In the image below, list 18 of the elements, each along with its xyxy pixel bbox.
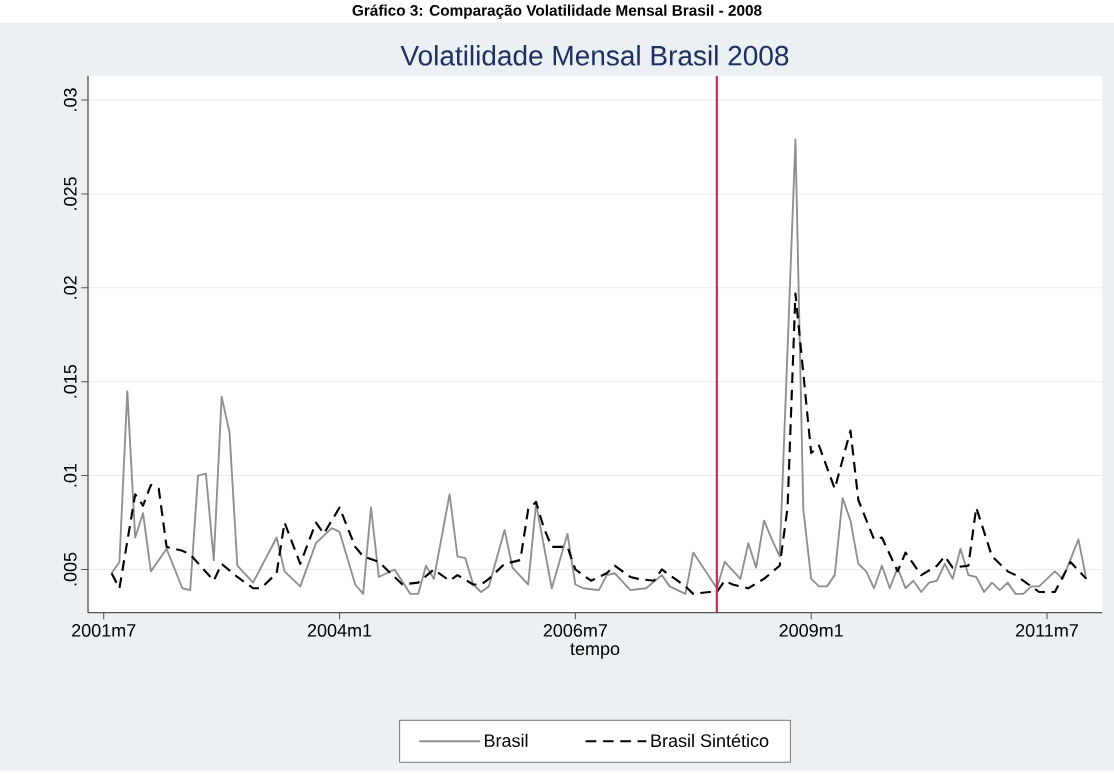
line-series	[110, 292, 1088, 596]
x-tick-label: 2011m7	[1016, 624, 1078, 637]
legend-label: Brasil	[484, 733, 528, 748]
y-tick-label: .03	[63, 88, 77, 112]
chart-title: Gráfico 3: Comparação Volatilidade Mensal Brasil - 2008	[352, 4, 762, 20]
x-axis-title: tempo	[570, 643, 620, 659]
y-tick-label: .025	[63, 177, 77, 210]
x-tick-label: 2006m7	[543, 624, 607, 637]
chart-subtitle: Volatilidade Mensal Brasil 2008	[400, 45, 789, 66]
y-tick-label: .01	[63, 464, 77, 487]
line-series	[110, 138, 1088, 595]
x-tick-label: 2004m1	[307, 624, 372, 637]
x-tick-label: 2009m1	[779, 624, 843, 637]
legend-label: Brasil Sintético	[651, 733, 769, 748]
x-tick-label: 2001m7	[72, 624, 136, 637]
y-tick-label: .005	[63, 552, 77, 586]
y-tick-label: .015	[63, 365, 77, 398]
y-tick-label: .02	[63, 276, 77, 299]
